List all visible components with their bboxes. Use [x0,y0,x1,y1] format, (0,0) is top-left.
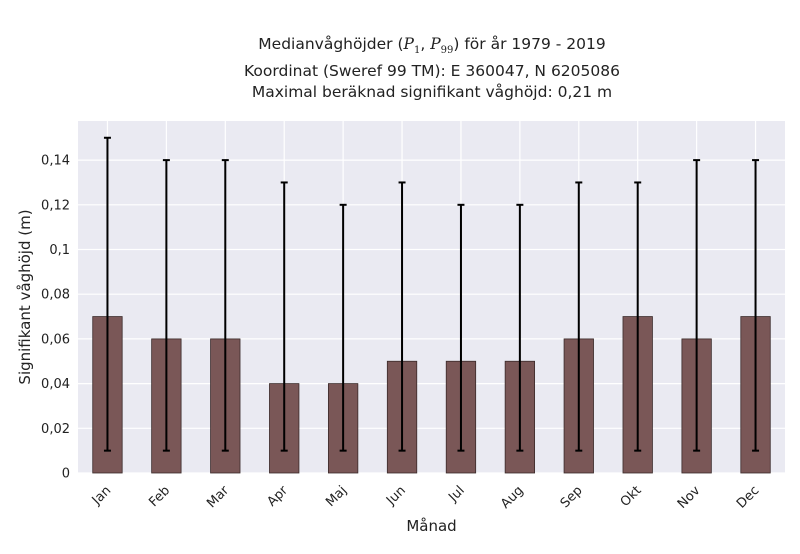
title-line-1: Medianvåghöjder (P1, P99) för år 1979 - … [258,35,606,57]
y-tick-label: 0,1 [49,243,70,258]
x-tick-label: Mar [204,483,232,511]
x-axis-label: Månad [406,517,456,535]
y-tick-label: 0,14 [41,154,70,169]
error-bars [103,136,760,452]
x-tick-label: Sep [558,483,586,511]
y-tick-label: 0,06 [41,332,70,347]
p1-symbol: P1 [403,35,421,57]
y-gridlines [78,159,785,474]
y-tick-label: 0,02 [41,422,70,437]
x-tick-label: Maj [323,483,350,510]
y-tick-label: 0,04 [41,377,70,392]
plot-area [78,121,785,473]
x-tick-label: Feb [146,483,173,510]
title-line-2: Koordinat (Sweref 99 TM): E 360047, N 62… [244,62,620,81]
title-line-3: Maximal beräknad signifikant våghöjd: 0,… [251,83,613,102]
x-tick-label: Jan [89,483,114,508]
y-tick-label: 0,12 [41,198,70,213]
y-tick-label: 0 [62,467,70,482]
y-tick-label: 0,08 [41,288,70,303]
y-axis-label: Signifikant våghöjd (m) [16,209,34,384]
y-tick-labels: 0 0,02 0,04 0,06 0,08 0,1 0,12 0,14 [41,154,70,482]
x-tick-label: Jun [383,483,409,509]
p99-symbol: P99 [430,35,454,57]
x-tick-labels: Jan Feb Mar Apr Maj Jun Jul Aug Sep Okt Nov Dec [89,483,763,512]
x-tick-label: Jul [445,483,467,505]
x-tick-label: Apr [265,483,292,510]
chart-title: Medianvåghöjder (P1, P99) för år 1979 - … [40,34,800,103]
x-tick-label: Okt [618,483,645,510]
x-tick-label: Nov [675,483,704,512]
x-tick-label: Aug [498,483,527,512]
x-tick-label: Dec [734,483,762,511]
